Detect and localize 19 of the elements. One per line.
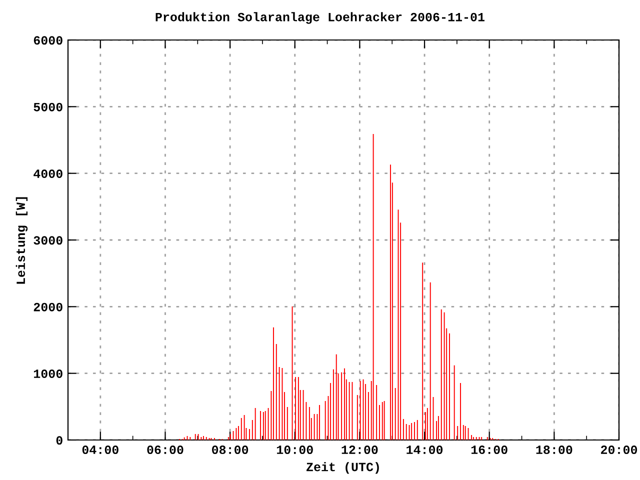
x-tick-label: 08:00: [212, 446, 248, 454]
y-tick-label: 3000: [34, 236, 62, 245]
x-tick-label: 12:00: [342, 446, 378, 454]
y-tick-label: 1000: [34, 370, 62, 378]
x-tick-label: 04:00: [82, 446, 118, 454]
y-tick-label: 6000: [34, 36, 62, 45]
y-axis-title: Leistung [W]: [16, 197, 28, 284]
y-tick-label: 2000: [34, 302, 62, 312]
y-tick-label: 5000: [34, 102, 62, 112]
x-tick-label: 14:00: [406, 446, 443, 454]
y-tick-label: 0: [56, 436, 62, 445]
x-tick-label: 10:00: [276, 446, 313, 454]
chart-title: Produktion Solaranlage Loehracker 2006-11-01: [156, 12, 484, 24]
x-tick-label: 06:00: [147, 446, 184, 454]
x-tick-label: 20:00: [600, 446, 638, 454]
x-axis-title: Zeit (UTC): [306, 462, 379, 474]
y-tick-label: 4000: [34, 170, 62, 178]
x-tick-label: 16:00: [471, 446, 508, 454]
x-tick-label: 18:00: [536, 446, 572, 454]
